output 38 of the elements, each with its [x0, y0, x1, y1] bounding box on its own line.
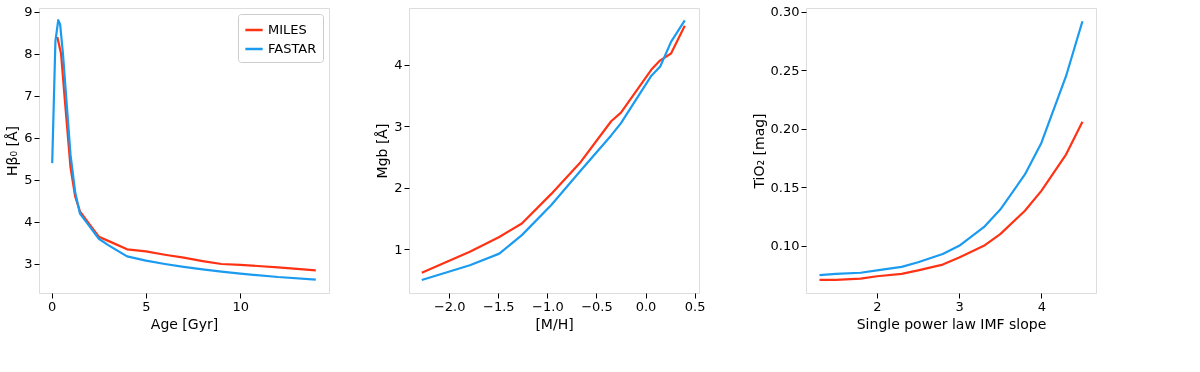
y-tick-label: 0.15 [770, 179, 800, 195]
y-axis-title: TiO₂ [mag] [750, 113, 767, 190]
y-tick-label: 2 [394, 180, 403, 196]
x-tick-label: 10 [232, 298, 250, 314]
x-tick-label: −2.0 [433, 298, 466, 314]
y-tick-label: 0.25 [770, 62, 800, 78]
x-tick-label: −1.0 [532, 298, 564, 314]
x-tick-label: −0.5 [581, 298, 613, 314]
x-tick-label: 0.0 [635, 298, 657, 314]
y-tick-label: 3 [394, 118, 403, 134]
x-tick-label: 4 [1037, 298, 1046, 314]
y-axis-title: Hβ₀ [Å] [4, 125, 21, 177]
x-axis-title: Age [Gyr] [150, 315, 219, 332]
y-tick-label: 1 [394, 241, 403, 257]
x-tick-label: 2 [873, 298, 882, 314]
y-tick-label: 0.20 [770, 121, 800, 137]
line-series [818, 120, 1084, 281]
legend-label: MILES [268, 22, 307, 37]
x-tick-label: 0 [48, 298, 57, 314]
x-tick-label: 5 [142, 298, 151, 314]
legend-label: FASTAR [268, 41, 317, 56]
y-tick-label: 6 [24, 130, 33, 146]
y-tick-label: 8 [24, 46, 33, 62]
y-tick-label: 9 [24, 4, 33, 20]
y-tick-label: 3 [24, 256, 33, 272]
x-axis-title: Single power law IMF slope [856, 315, 1047, 332]
x-tick-label: −1.5 [483, 298, 515, 314]
y-tick-label: 4 [394, 57, 403, 73]
x-tick-label: 3 [955, 298, 964, 314]
x-tick-label: 0.5 [684, 298, 706, 314]
y-tick-label: 5 [24, 172, 33, 188]
y-tick-label: 4 [24, 214, 33, 230]
y-tick-label: 7 [24, 88, 33, 104]
y-axis-title: Mgb [Å] [374, 123, 391, 179]
x-axis-title: [M/H] [535, 315, 574, 332]
y-tick-label: 0.10 [770, 238, 800, 254]
line-series [818, 20, 1084, 277]
y-tick-label: 0.30 [770, 4, 800, 20]
